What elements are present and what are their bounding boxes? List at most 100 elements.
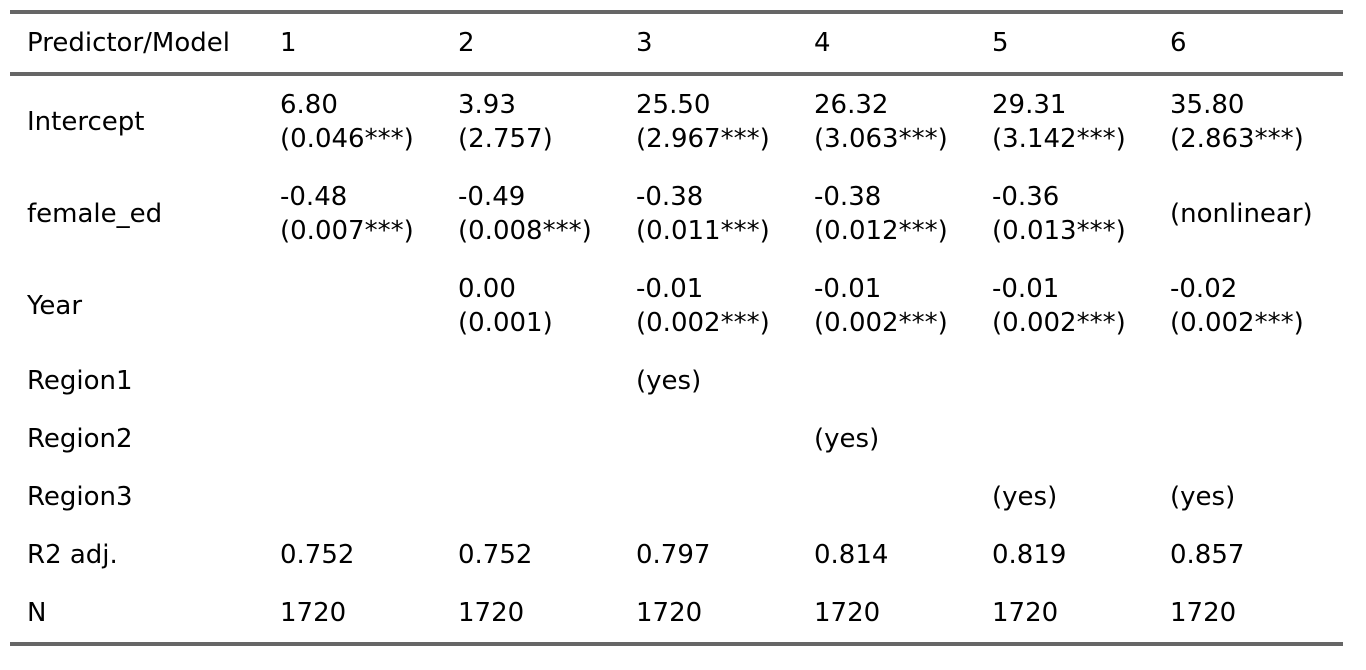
coefficient-estimate: -0.38	[636, 182, 704, 212]
cell: (yes)	[1153, 468, 1343, 526]
header-cell-predictor-model: Predictor/Model	[10, 12, 263, 76]
cell: 1720	[441, 584, 619, 644]
table-row: Year 0.00 (0.001) -0.01 (0.002***) -0.01 (0.00…	[10, 260, 1343, 352]
table-row: female_ed -0.48 (0.007***) -0.49 (0.008***) -…	[10, 168, 1343, 260]
cell	[441, 468, 619, 526]
cell: 0.752	[441, 526, 619, 584]
cell: 1720	[975, 584, 1153, 644]
coefficient-estimate: -0.01	[992, 274, 1060, 304]
coefficient-estimate: -0.36	[992, 182, 1060, 212]
cell: -0.02 (0.002***)	[1153, 260, 1343, 352]
cell	[441, 352, 619, 410]
row-label: R2 adj.	[27, 540, 118, 570]
standard-error: (0.007***)	[280, 216, 414, 246]
cell: 0.752	[263, 526, 441, 584]
row-label: Intercept	[27, 107, 145, 137]
cell	[441, 410, 619, 468]
cell: 0.857	[1153, 526, 1343, 584]
cell: (yes)	[975, 468, 1153, 526]
cell: 0.797	[619, 526, 797, 584]
cell: 1720	[619, 584, 797, 644]
cell-value: 1720	[814, 598, 881, 628]
cell: -0.38 (0.011***)	[619, 168, 797, 260]
cell: -0.38 (0.012***)	[797, 168, 975, 260]
coefficient-estimate: -0.01	[814, 274, 882, 304]
header-cell-model-3: 3	[619, 12, 797, 76]
standard-error: (0.002***)	[1170, 308, 1304, 338]
cell: 0.00 (0.001)	[441, 260, 619, 352]
header-cell-model-6: 6	[1153, 12, 1343, 76]
cell: (yes)	[797, 410, 975, 468]
cell: 0.819	[975, 526, 1153, 584]
coefficient-estimate: 35.80	[1170, 90, 1245, 120]
coefficient-estimate: 25.50	[636, 90, 711, 120]
coefficient-estimate: -0.02	[1170, 274, 1238, 304]
header-row: Predictor/Model 1 2 3 4 5 6	[10, 12, 1343, 76]
standard-error: (0.012***)	[814, 216, 948, 246]
cell-value: 1720	[280, 598, 347, 628]
table-row: Region1 (yes)	[10, 352, 1343, 410]
cell: 3.93 (2.757)	[441, 74, 619, 168]
cell: 6.80 (0.046***)	[263, 74, 441, 168]
table-row: Region3 (yes) (yes)	[10, 468, 1343, 526]
coefficient-estimate: 6.80	[280, 90, 338, 120]
standard-error: (0.001)	[458, 308, 553, 338]
cell-value: 1720	[636, 598, 703, 628]
cell: -0.36 (0.013***)	[975, 168, 1153, 260]
cell: 1720	[797, 584, 975, 644]
cell: -0.49 (0.008***)	[441, 168, 619, 260]
standard-error: (3.142***)	[992, 124, 1126, 154]
coefficient-estimate: 0.00	[458, 274, 516, 304]
standard-error: (2.757)	[458, 124, 553, 154]
row-label: Region3	[27, 482, 133, 512]
cell: 35.80 (2.863***)	[1153, 74, 1343, 168]
standard-error: (0.002***)	[814, 308, 948, 338]
cell: -0.48 (0.007***)	[263, 168, 441, 260]
cell: -0.01 (0.002***)	[797, 260, 975, 352]
cell: -0.01 (0.002***)	[619, 260, 797, 352]
cell-value: 0.819	[992, 540, 1067, 570]
table-row: Region2 (yes)	[10, 410, 1343, 468]
cell: (nonlinear)	[1153, 168, 1343, 260]
cell-value: 0.797	[636, 540, 711, 570]
coefficient-estimate: -0.38	[814, 182, 882, 212]
cell-value: 1720	[458, 598, 525, 628]
row-label: Year	[27, 291, 83, 321]
coefficient-estimate: 26.32	[814, 90, 889, 120]
cell-value: (yes)	[636, 366, 702, 396]
standard-error: (0.008***)	[458, 216, 592, 246]
header-cell-model-5: 5	[975, 12, 1153, 76]
cell-value: (yes)	[1170, 482, 1236, 512]
cell: 1720	[263, 584, 441, 644]
cell	[1153, 352, 1343, 410]
cell-value: 0.752	[458, 540, 533, 570]
coefficient-estimate: 3.93	[458, 90, 516, 120]
coefficient-estimate: 29.31	[992, 90, 1067, 120]
cell: -0.01 (0.002***)	[975, 260, 1153, 352]
cell-value: (nonlinear)	[1170, 199, 1313, 229]
cell	[1153, 410, 1343, 468]
cell	[263, 352, 441, 410]
cell: (yes)	[619, 352, 797, 410]
standard-error: (0.002***)	[636, 308, 770, 338]
regression-results-table: Predictor/Model 1 2 3 4 5 6 Intercept 6.80 (0.04…	[10, 10, 1343, 646]
cell	[619, 468, 797, 526]
cell: 26.32 (3.063***)	[797, 74, 975, 168]
cell	[263, 410, 441, 468]
coefficient-estimate: -0.01	[636, 274, 704, 304]
cell	[797, 468, 975, 526]
table-row: N 1720 1720 1720 1720 1720 1720	[10, 584, 1343, 644]
standard-error: (3.063***)	[814, 124, 948, 154]
cell	[975, 410, 1153, 468]
row-label: N	[27, 598, 47, 628]
cell: 25.50 (2.967***)	[619, 74, 797, 168]
cell-value: 0.814	[814, 540, 889, 570]
table-body: Intercept 6.80 (0.046***) 3.93 (2.757) 25.50 (…	[10, 74, 1343, 644]
standard-error: (2.967***)	[636, 124, 770, 154]
cell	[263, 260, 441, 352]
row-label: Region2	[27, 424, 133, 454]
header-cell-model-4: 4	[797, 12, 975, 76]
table-row: R2 adj. 0.752 0.752 0.797 0.814 0.819 0.857	[10, 526, 1343, 584]
cell	[619, 410, 797, 468]
regression-table-container: Predictor/Model 1 2 3 4 5 6 Intercept 6.80 (0.04…	[10, 10, 1366, 646]
